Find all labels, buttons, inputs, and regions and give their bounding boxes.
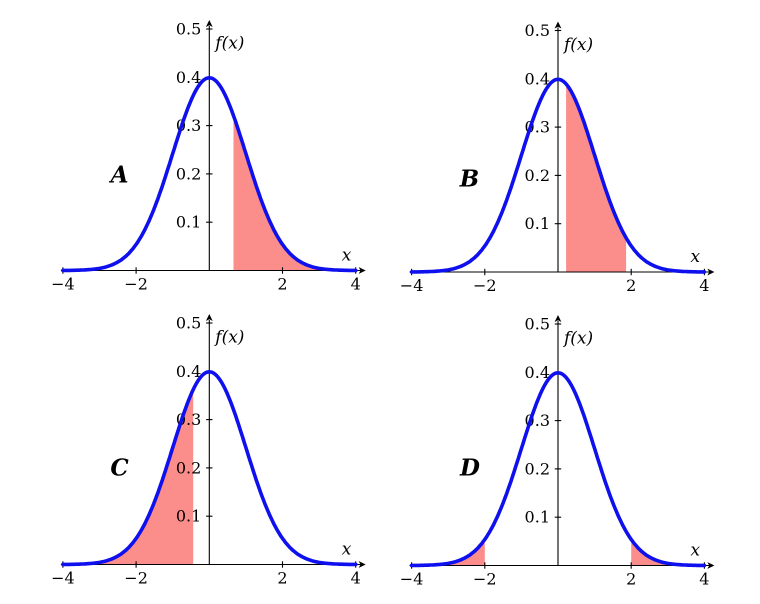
x-tick-label: −4 bbox=[51, 569, 75, 588]
y-tick-label: 0.1 bbox=[176, 507, 201, 526]
x-axis-title: x bbox=[342, 246, 352, 266]
x-tick-label: 2 bbox=[626, 276, 636, 295]
x-axis-arrow-icon bbox=[707, 268, 715, 276]
y-tick-label: 0.5 bbox=[176, 20, 201, 39]
y-axis-arrow-icon bbox=[554, 315, 562, 322]
y-tick-label: 0.4 bbox=[525, 69, 550, 88]
y-axis-arrow-icon bbox=[205, 314, 213, 321]
y-tick-label: 0.5 bbox=[525, 315, 550, 334]
y-axis-title: f(x) bbox=[213, 327, 244, 347]
y-tick-label: 0.4 bbox=[176, 68, 201, 87]
x-tick-label: −4 bbox=[400, 570, 424, 589]
panel-c: −4 −2 2 4 0.1 0.2 0.3 0.4 0.5 x f(x) C bbox=[0, 302, 380, 604]
y-tick-label: 0.4 bbox=[525, 363, 550, 382]
x-axis-arrow-icon bbox=[358, 267, 366, 274]
x-tick-label: 4 bbox=[351, 569, 361, 588]
y-tick-label: 0.5 bbox=[525, 21, 550, 40]
x-tick-label: 4 bbox=[699, 570, 709, 589]
y-tick-label: 0.1 bbox=[525, 214, 550, 233]
y-tick-label: 0.1 bbox=[176, 213, 201, 232]
y-axis-title: f(x) bbox=[213, 33, 244, 53]
shaded-region bbox=[62, 389, 194, 565]
panel-d-plot: −4 −2 2 40.10.20.30.40.5xf(x) bbox=[400, 315, 715, 589]
panel-d: −4 −2 2 4 0.1 0.2 0.3 0.4 0.5 x f(x) D bbox=[380, 302, 760, 604]
panel-c-letter: C bbox=[110, 454, 129, 482]
x-tick-label: −2 bbox=[124, 275, 148, 294]
gaussian-curve bbox=[61, 370, 358, 567]
y-axis-arrow-icon bbox=[554, 21, 562, 29]
shaded-region bbox=[566, 83, 627, 273]
panel-d-letter: D bbox=[460, 454, 480, 482]
x-tick-label: −2 bbox=[473, 570, 497, 589]
x-axis-arrow-icon bbox=[707, 562, 715, 569]
x-axis-title: x bbox=[690, 247, 700, 267]
panel-a: −4 −2 2 4 0.1 0.2 0.3 0.4 0.5 x f(x) A bbox=[0, 0, 380, 302]
x-tick-label: 2 bbox=[626, 570, 636, 589]
panel-b-letter: B bbox=[459, 165, 480, 193]
y-tick-label: 0.2 bbox=[176, 458, 201, 477]
x-tick-label: −2 bbox=[473, 276, 497, 295]
y-tick-label: 0.2 bbox=[525, 459, 550, 478]
panel-a-letter: A bbox=[110, 161, 129, 189]
y-axis-title: f(x) bbox=[562, 328, 593, 348]
x-tick-label: −4 bbox=[400, 276, 424, 295]
y-tick-label: 0.5 bbox=[176, 314, 201, 333]
shaded-region bbox=[233, 115, 356, 271]
panel-c-plot: −4 −2 2 40.10.20.30.40.5xf(x) bbox=[51, 314, 366, 588]
y-tick-label: 0.1 bbox=[525, 508, 550, 527]
y-tick-label: 0.2 bbox=[176, 164, 201, 183]
x-tick-label: 2 bbox=[277, 569, 287, 588]
x-axis-title: x bbox=[690, 541, 700, 561]
x-axis-title: x bbox=[342, 540, 352, 560]
x-tick-label: −4 bbox=[51, 275, 75, 294]
panel-a-plot: −4 −2 2 40.10.20.30.40.5xf(x) bbox=[51, 20, 366, 294]
y-axis-title: f(x) bbox=[562, 35, 593, 55]
x-axis-arrow-icon bbox=[358, 561, 366, 568]
gaussian-curve bbox=[409, 371, 707, 568]
x-tick-label: −2 bbox=[124, 569, 148, 588]
x-tick-label: 4 bbox=[699, 276, 709, 295]
gaussian-curve bbox=[61, 76, 358, 273]
y-tick-label: 0.4 bbox=[176, 362, 201, 381]
x-tick-label: 2 bbox=[277, 275, 287, 294]
panel-b: −4 −2 2 4 0.1 0.2 0.3 0.4 0.5 x f(x) B bbox=[380, 0, 760, 302]
gaussian-curve bbox=[409, 77, 707, 274]
y-axis-arrow-icon bbox=[205, 20, 213, 27]
panel-b-plot: −4 −2 2 40.10.20.30.40.5xf(x) bbox=[400, 21, 715, 295]
y-tick-label: 0.2 bbox=[525, 166, 550, 185]
x-tick-label: 4 bbox=[351, 275, 361, 294]
